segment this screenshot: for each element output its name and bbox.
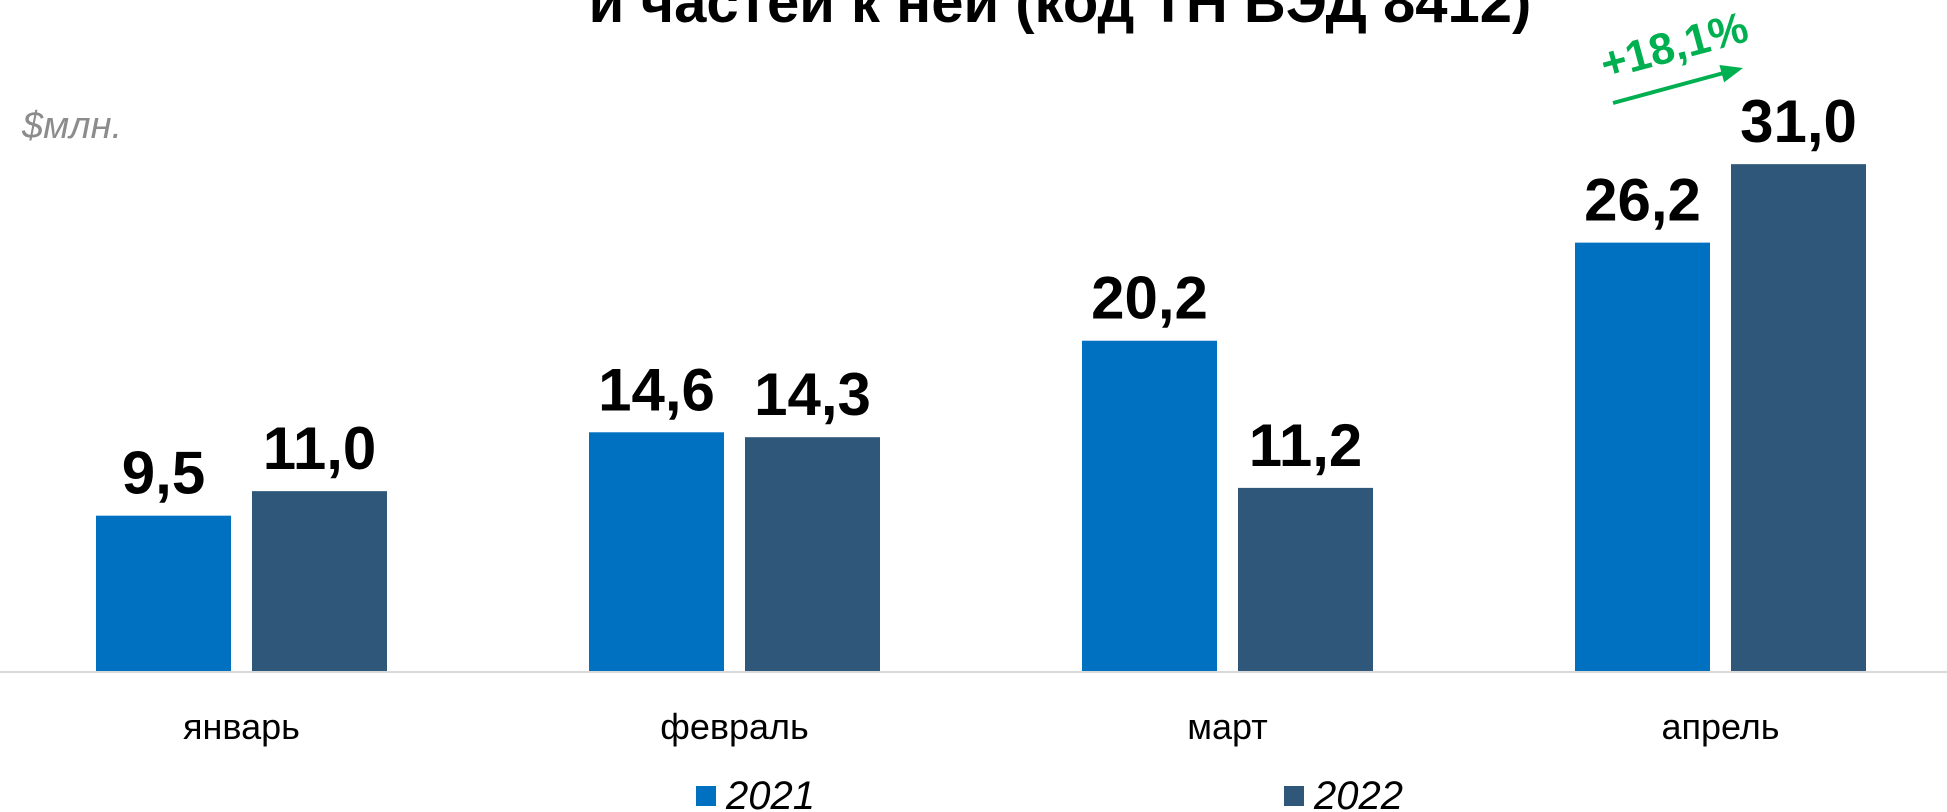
legend-swatch-2022 [1284,786,1304,806]
data-label-2022-2: 11,2 [1249,412,1362,479]
data-label-2021-2: 20,2 [1091,265,1208,332]
legend-swatch-2021 [696,786,716,806]
growth-arrow-head [1719,65,1743,83]
bars-group [96,164,1866,671]
annotation-group: +18,1% [1595,3,1753,105]
category-label-2: март [1187,706,1268,747]
value-labels-group: 9,5 11,0 14,6 14,3 20,2 11,2 26,2 31,0 [122,88,1857,507]
category-label-1: февраль [660,706,809,747]
bar-2022-2 [1238,487,1373,671]
bar-2022-0 [252,491,387,671]
category-labels-group: январь февраль март апрель [183,706,1780,747]
category-label-3: апрель [1661,706,1779,747]
growth-arrow-line [1612,69,1732,105]
data-label-2022-1: 14,3 [754,361,871,428]
bar-2021-2 [1082,340,1217,671]
bar-2022-3 [1731,164,1866,671]
bar-2021-1 [589,432,724,671]
bar-2021-0 [96,515,231,671]
unit-label: $млн. [21,105,122,147]
bar-2021-3 [1575,242,1710,671]
data-label-2021-1: 14,6 [598,356,715,423]
legend: 2021 2022 [696,774,1403,812]
legend-label-2021: 2021 [725,774,815,812]
data-label-2022-3: 31,0 [1740,88,1857,155]
category-label-0: январь [183,706,300,747]
data-label-2021-3: 26,2 [1584,167,1701,234]
legend-label-2022: 2022 [1313,774,1403,812]
data-label-2021-0: 9,5 [122,440,205,507]
data-label-2022-0: 11,0 [263,415,376,482]
chart-title: и частей к ней (код ТН ВЭД 8412) [589,0,1532,35]
bar-2022-1 [745,437,880,671]
